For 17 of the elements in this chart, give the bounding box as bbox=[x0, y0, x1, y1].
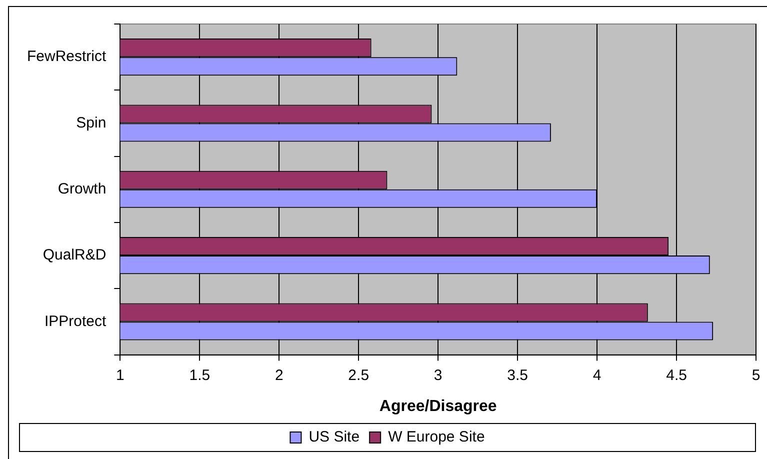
y-tick-label: Growth bbox=[58, 180, 106, 198]
legend-label: W Europe Site bbox=[388, 428, 485, 446]
x-axis-title: Agree/Disagree bbox=[379, 398, 497, 415]
y-tick-label: Spin bbox=[76, 114, 106, 132]
x-tick-label: 2.5 bbox=[348, 366, 370, 384]
y-tick-label: QualR&D bbox=[42, 246, 106, 264]
x-tick-label: 4.5 bbox=[666, 366, 687, 384]
x-tick-label: 3 bbox=[434, 366, 442, 384]
y-tick-label: IPProtect bbox=[44, 312, 107, 330]
x-tick-label: 2 bbox=[274, 366, 284, 384]
x-tick-label: 3.5 bbox=[507, 366, 528, 384]
legend-label: US Site bbox=[308, 428, 360, 446]
x-tick-label: 1.5 bbox=[189, 366, 210, 384]
x-tick-label: 5 bbox=[752, 366, 760, 384]
y-tick-label: FewRestrict bbox=[26, 48, 107, 66]
x-tick-label: 4 bbox=[592, 366, 602, 384]
x-tick-label: 1 bbox=[116, 366, 124, 384]
